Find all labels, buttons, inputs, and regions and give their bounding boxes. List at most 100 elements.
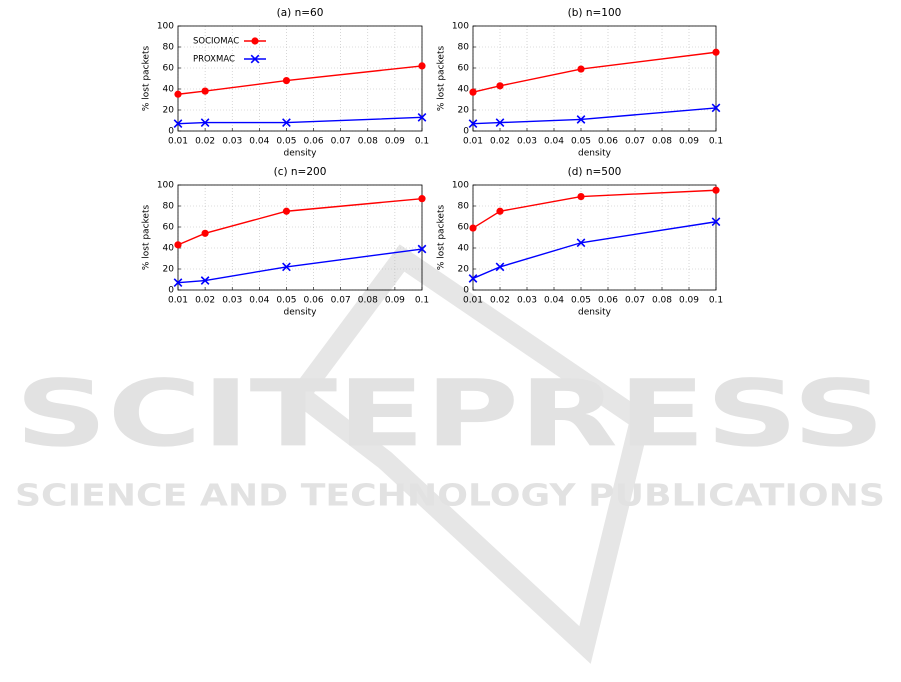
- series-line: [177, 248, 423, 284]
- y-tick-label: 40: [458, 85, 470, 95]
- y-axis-label: % lost packets: [142, 46, 152, 112]
- series-line: [472, 221, 717, 280]
- marker: [469, 224, 477, 232]
- y-axis-label: % lost packets: [142, 205, 152, 271]
- y-tick-label: 80: [458, 43, 470, 53]
- x-tick-label: 0.02: [490, 296, 510, 306]
- x-tick-label: 0.05: [571, 296, 591, 306]
- x-tick-label: 0.02: [195, 296, 215, 306]
- marker: [174, 90, 182, 98]
- series-line: [472, 107, 717, 125]
- x-tick-label: 0.09: [385, 296, 405, 306]
- marker: [576, 238, 586, 248]
- marker: [418, 195, 426, 203]
- x-tick-label: 0.09: [679, 137, 699, 147]
- y-tick-label: 20: [163, 265, 175, 275]
- y-tick-label: 100: [452, 22, 469, 32]
- marker: [173, 278, 183, 288]
- x-tick-label: 0.03: [517, 296, 537, 306]
- x-tick-label: 0.06: [304, 296, 324, 306]
- x-tick-label: 0.03: [222, 296, 242, 306]
- chart-title: (b) n=100: [568, 7, 622, 19]
- plot-frame: [472, 184, 717, 291]
- x-tick-label: 0.03: [517, 137, 537, 147]
- y-tick-label: 60: [163, 64, 175, 74]
- marker: [201, 229, 209, 237]
- marker: [711, 217, 721, 227]
- x-tick-label: 0.04: [249, 137, 269, 147]
- marker: [712, 48, 720, 56]
- marker: [200, 118, 210, 127]
- marker: [282, 207, 291, 215]
- x-tick-label: 0.04: [249, 296, 269, 306]
- marker: [577, 65, 585, 73]
- marker: [282, 118, 291, 127]
- x-tick-label: 0.08: [652, 137, 672, 147]
- x-tick-label: 0.01: [168, 296, 188, 306]
- marker: [173, 119, 183, 129]
- marker: [468, 274, 478, 283]
- x-tick-label: 0.05: [571, 137, 591, 147]
- x-tick-label: 0.05: [276, 137, 296, 147]
- x-tick-label: 0.06: [598, 137, 618, 147]
- y-tick-label: 60: [458, 223, 470, 233]
- marker: [577, 192, 585, 201]
- marker: [711, 103, 721, 113]
- chart-title: (a) n=60: [277, 7, 324, 19]
- y-tick-label: 60: [163, 223, 175, 233]
- legend-marker: [251, 37, 259, 45]
- y-tick-label: 20: [458, 106, 470, 116]
- marker: [495, 262, 505, 272]
- y-tick-label: 100: [452, 181, 469, 191]
- y-tick-label: 100: [157, 181, 174, 191]
- x-tick-label: 0.09: [385, 137, 405, 147]
- x-tick-label: 0.08: [652, 296, 672, 306]
- x-tick-label: 0.01: [463, 296, 483, 306]
- marker: [201, 87, 209, 95]
- plot-frame: [177, 184, 423, 291]
- x-axis-label: density: [284, 308, 318, 318]
- watermark-subtitle: SCIENCE AND TECHNOLOGY PUBLICATIONS: [15, 479, 885, 514]
- x-tick-label: 0.08: [358, 296, 378, 306]
- x-tick-label: 0.1: [415, 137, 429, 147]
- x-tick-label: 0.06: [304, 137, 324, 147]
- x-tick-label: 0.02: [490, 137, 510, 147]
- series-line: [177, 116, 423, 125]
- x-tick-label: 0.1: [709, 137, 723, 147]
- chart-title: (c) n=200: [274, 166, 327, 178]
- y-tick-label: 0: [168, 286, 174, 296]
- marker: [495, 118, 505, 127]
- y-tick-label: 20: [458, 265, 470, 275]
- marker: [496, 82, 504, 90]
- x-axis-label: density: [284, 149, 318, 159]
- marker: [282, 77, 291, 85]
- x-tick-label: 0.04: [544, 137, 564, 147]
- y-axis-label: % lost packets: [437, 205, 447, 271]
- marker: [468, 119, 478, 129]
- x-tick-label: 0.07: [625, 296, 645, 306]
- marker: [418, 62, 426, 70]
- marker: [496, 207, 504, 215]
- legend-label: PROXMAC: [193, 55, 235, 65]
- x-tick-label: 0.02: [195, 137, 215, 147]
- x-tick-label: 0.07: [331, 137, 351, 147]
- marker: [712, 186, 720, 194]
- x-tick-label: 0.01: [463, 137, 483, 147]
- y-tick-label: 100: [157, 22, 174, 32]
- watermark-swoosh: [286, 244, 652, 664]
- y-tick-label: 0: [463, 127, 469, 137]
- chart-title: (d) n=500: [568, 166, 622, 178]
- series-line: [472, 51, 717, 93]
- marker: [174, 241, 182, 249]
- x-tick-label: 0.08: [358, 137, 378, 147]
- x-tick-label: 0.1: [415, 296, 429, 306]
- x-tick-label: 0.01: [168, 137, 188, 147]
- marker: [576, 115, 586, 124]
- legend-marker: [250, 54, 260, 64]
- x-tick-label: 0.07: [625, 137, 645, 147]
- marker: [282, 262, 291, 272]
- series-line: [177, 197, 423, 246]
- watermark-title: SCITEPRESS: [15, 360, 885, 467]
